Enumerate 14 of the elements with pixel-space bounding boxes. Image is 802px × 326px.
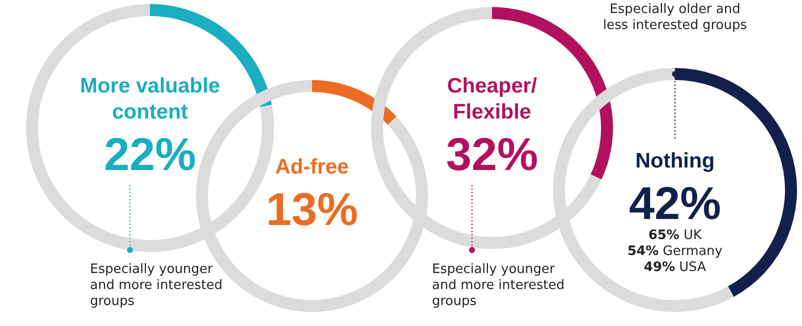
- text: 65% UK: [647, 228, 703, 244]
- text: 49% USA: [642, 260, 708, 276]
- data-label: 42%: [628, 177, 722, 229]
- slice-label: Nothing: [635, 150, 715, 172]
- data-label: 32%: [446, 128, 538, 180]
- text: Especially younger and more interested groups: [90, 262, 224, 310]
- slice-label: Cheaper/ Flexible: [447, 74, 538, 124]
- slice-label: More valuable content: [80, 74, 220, 124]
- slice-label: Ad-free: [275, 156, 349, 178]
- data-label: 13%: [266, 183, 358, 235]
- text: Especially younger and more interested groups: [432, 262, 566, 310]
- text: Especially older and less interested groups: [602, 2, 748, 34]
- text: 54% Germany: [626, 244, 724, 260]
- data-label: 22%: [104, 128, 196, 180]
